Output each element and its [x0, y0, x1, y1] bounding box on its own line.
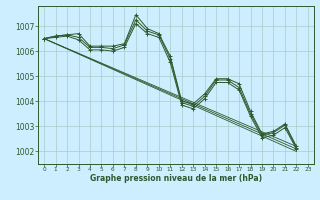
X-axis label: Graphe pression niveau de la mer (hPa): Graphe pression niveau de la mer (hPa): [90, 174, 262, 183]
